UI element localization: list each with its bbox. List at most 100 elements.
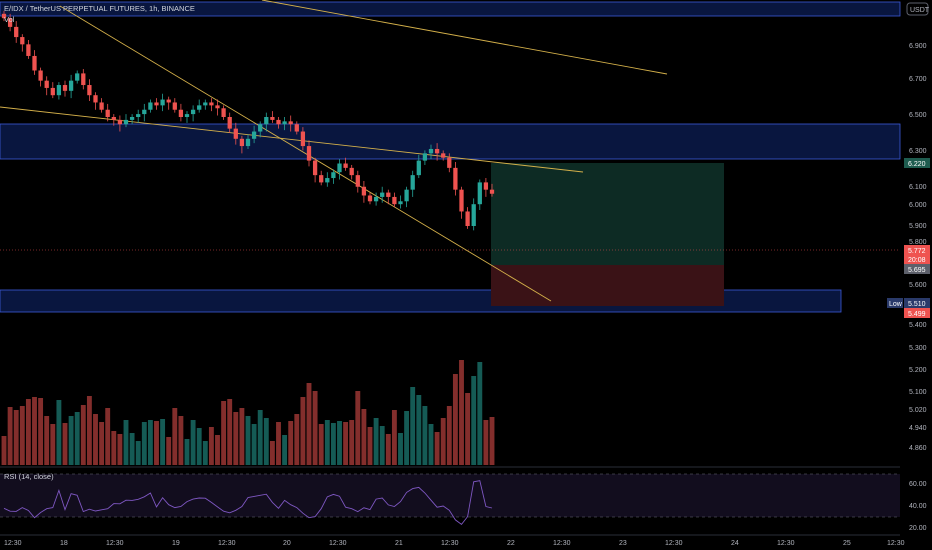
time-axis[interactable]: 12:30 18 12:30 19 12:30 20 12:30 21 12:3… <box>4 540 905 547</box>
volume-bar <box>282 435 288 465</box>
volume-bar <box>99 422 105 465</box>
candle-body <box>319 175 324 183</box>
countdown-value: 20:08 <box>908 257 926 264</box>
candle-body <box>367 195 373 202</box>
volume-bar <box>483 420 489 465</box>
volume-bar <box>184 439 190 465</box>
candle-body <box>258 124 263 132</box>
price-tick: 4.940 <box>909 425 927 432</box>
target-price-badge <box>904 158 930 168</box>
volume-bar <box>300 397 306 465</box>
volume-bar <box>105 408 111 465</box>
volume-bar <box>489 417 495 465</box>
price-tick: 5.800 <box>909 239 927 246</box>
volume-bar <box>349 420 355 465</box>
time-tick: 12:30 <box>887 540 905 547</box>
candle-body <box>184 114 190 117</box>
candle-body <box>172 102 177 110</box>
candle-body <box>75 73 80 81</box>
rsi-line <box>3 480 493 526</box>
volume-bar <box>227 399 233 465</box>
candle-body <box>93 95 98 103</box>
price-tick: 5.600 <box>909 282 927 289</box>
volume-bar <box>25 399 31 465</box>
candle-body <box>111 117 116 120</box>
candle-body <box>117 119 123 125</box>
zone-middle <box>0 123 901 160</box>
currency-badge[interactable] <box>906 2 929 16</box>
volume-bar <box>306 383 312 465</box>
candle-body <box>337 163 342 173</box>
candle-body <box>386 192 391 197</box>
candle-body <box>276 119 281 125</box>
volume-bar <box>38 398 44 465</box>
candle-body <box>312 160 318 176</box>
time-tick: 18 <box>60 540 68 547</box>
volume-bar <box>257 410 263 465</box>
volume-bar <box>434 432 440 465</box>
candle-body <box>50 87 55 96</box>
volume-bar <box>422 406 428 465</box>
price-tick: 6.700 <box>909 76 927 83</box>
candle-body <box>380 192 385 197</box>
candle-body <box>453 167 458 190</box>
volume-bar <box>477 362 483 465</box>
volume-bar <box>367 427 373 465</box>
price-tick: 5.300 <box>909 345 927 352</box>
target-price-value: 6.220 <box>908 161 926 168</box>
volume-bar <box>343 422 349 465</box>
candle-body <box>325 178 330 183</box>
volume-bar <box>50 424 56 465</box>
price-scale[interactable] <box>900 0 932 550</box>
candle-body <box>355 175 360 187</box>
time-tick: 12:30 <box>106 540 124 547</box>
candle-body <box>105 109 110 117</box>
candle-body <box>233 128 238 139</box>
candle-body <box>99 102 104 110</box>
candle-body <box>349 167 354 176</box>
candle-body <box>197 105 202 110</box>
volume-bar <box>428 424 434 465</box>
price-tick: 6.100 <box>909 184 927 191</box>
volume-bar <box>337 421 342 465</box>
volume-bar <box>446 406 452 465</box>
candle-body <box>87 85 92 96</box>
volume-bar <box>154 421 159 465</box>
time-tick: 19 <box>172 540 180 547</box>
price-tick: 5.900 <box>909 223 927 230</box>
volume-bar <box>166 437 172 465</box>
trendline-lower[interactable] <box>0 106 584 173</box>
volume-bar <box>318 424 324 465</box>
volume-bar <box>32 397 37 465</box>
volume-bar <box>74 412 80 465</box>
volume-bar <box>1 436 7 465</box>
target-zone[interactable] <box>491 163 724 265</box>
trendline-descending[interactable] <box>59 5 552 302</box>
volume-bar <box>172 408 178 465</box>
volume-bar <box>452 374 458 465</box>
volume-bar <box>391 410 397 465</box>
trendline-upper[interactable] <box>261 0 668 75</box>
volume-bar <box>288 421 294 465</box>
volume-bar <box>471 376 477 465</box>
candle-body <box>465 211 470 226</box>
candle-body <box>282 121 287 125</box>
candle-body <box>343 163 348 168</box>
time-tick: 12:30 <box>777 540 795 547</box>
price-tick: 4.860 <box>909 445 927 452</box>
volume-bar <box>135 441 141 465</box>
entry-price-value: 5.695 <box>908 267 926 274</box>
time-tick: 25 <box>843 540 851 547</box>
price-ticks: 6.900 6.700 6.500 6.300 6.100 6.000 5.90… <box>909 43 927 452</box>
volume-label: Vol <box>4 15 15 24</box>
candle-body <box>14 26 19 38</box>
price-tick: 5.100 <box>909 389 927 396</box>
price-tick: 5.020 <box>909 407 927 414</box>
candle-body <box>166 99 171 103</box>
volume-bar <box>62 423 68 465</box>
price-tick: 5.400 <box>909 322 927 329</box>
price-tick: 6.000 <box>909 202 927 209</box>
stop-zone[interactable] <box>491 265 724 306</box>
candle-body <box>154 102 159 106</box>
